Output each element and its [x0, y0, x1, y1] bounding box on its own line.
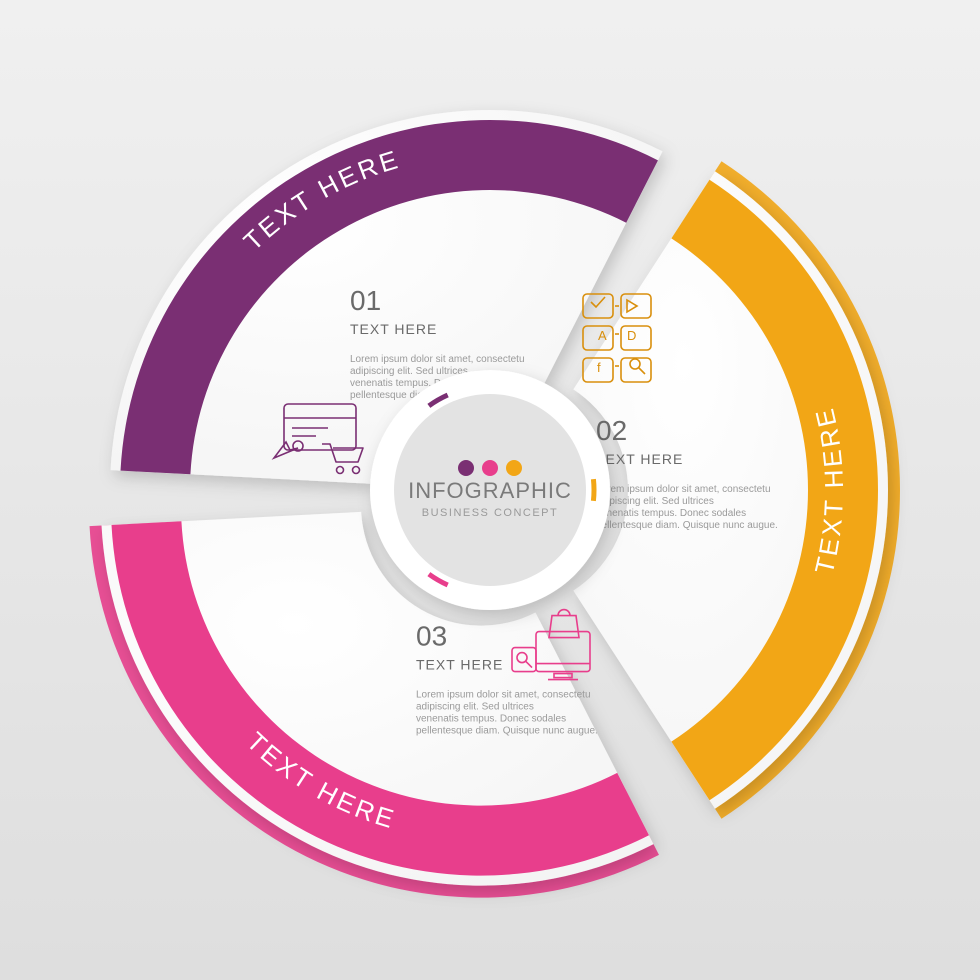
- svg-text:f: f: [597, 360, 601, 375]
- center-tick-2: [593, 479, 594, 501]
- segment-number-3: 03: [416, 621, 447, 652]
- segment-heading-3: TEXT HERE: [416, 657, 503, 673]
- segment-number-1: 01: [350, 285, 381, 316]
- circular-infographic: TEXT HERETEXT HERETEXT HERE01TEXT HERELo…: [0, 0, 980, 980]
- svg-text:A: A: [598, 328, 607, 343]
- segment-heading-1: TEXT HERE: [350, 321, 437, 337]
- center-dot-3: [506, 460, 522, 476]
- segment-heading-2: TEXT HERE: [596, 451, 683, 467]
- center-dot-1: [458, 460, 474, 476]
- svg-text:D: D: [627, 328, 636, 343]
- center-subtitle: BUSINESS CONCEPT: [422, 507, 558, 519]
- segment-number-2: 02: [596, 415, 627, 446]
- infographic-canvas: TEXT HERETEXT HERETEXT HERE01TEXT HERELo…: [0, 0, 980, 980]
- center-dot-2: [482, 460, 498, 476]
- center-title: INFOGRAPHIC: [408, 478, 572, 503]
